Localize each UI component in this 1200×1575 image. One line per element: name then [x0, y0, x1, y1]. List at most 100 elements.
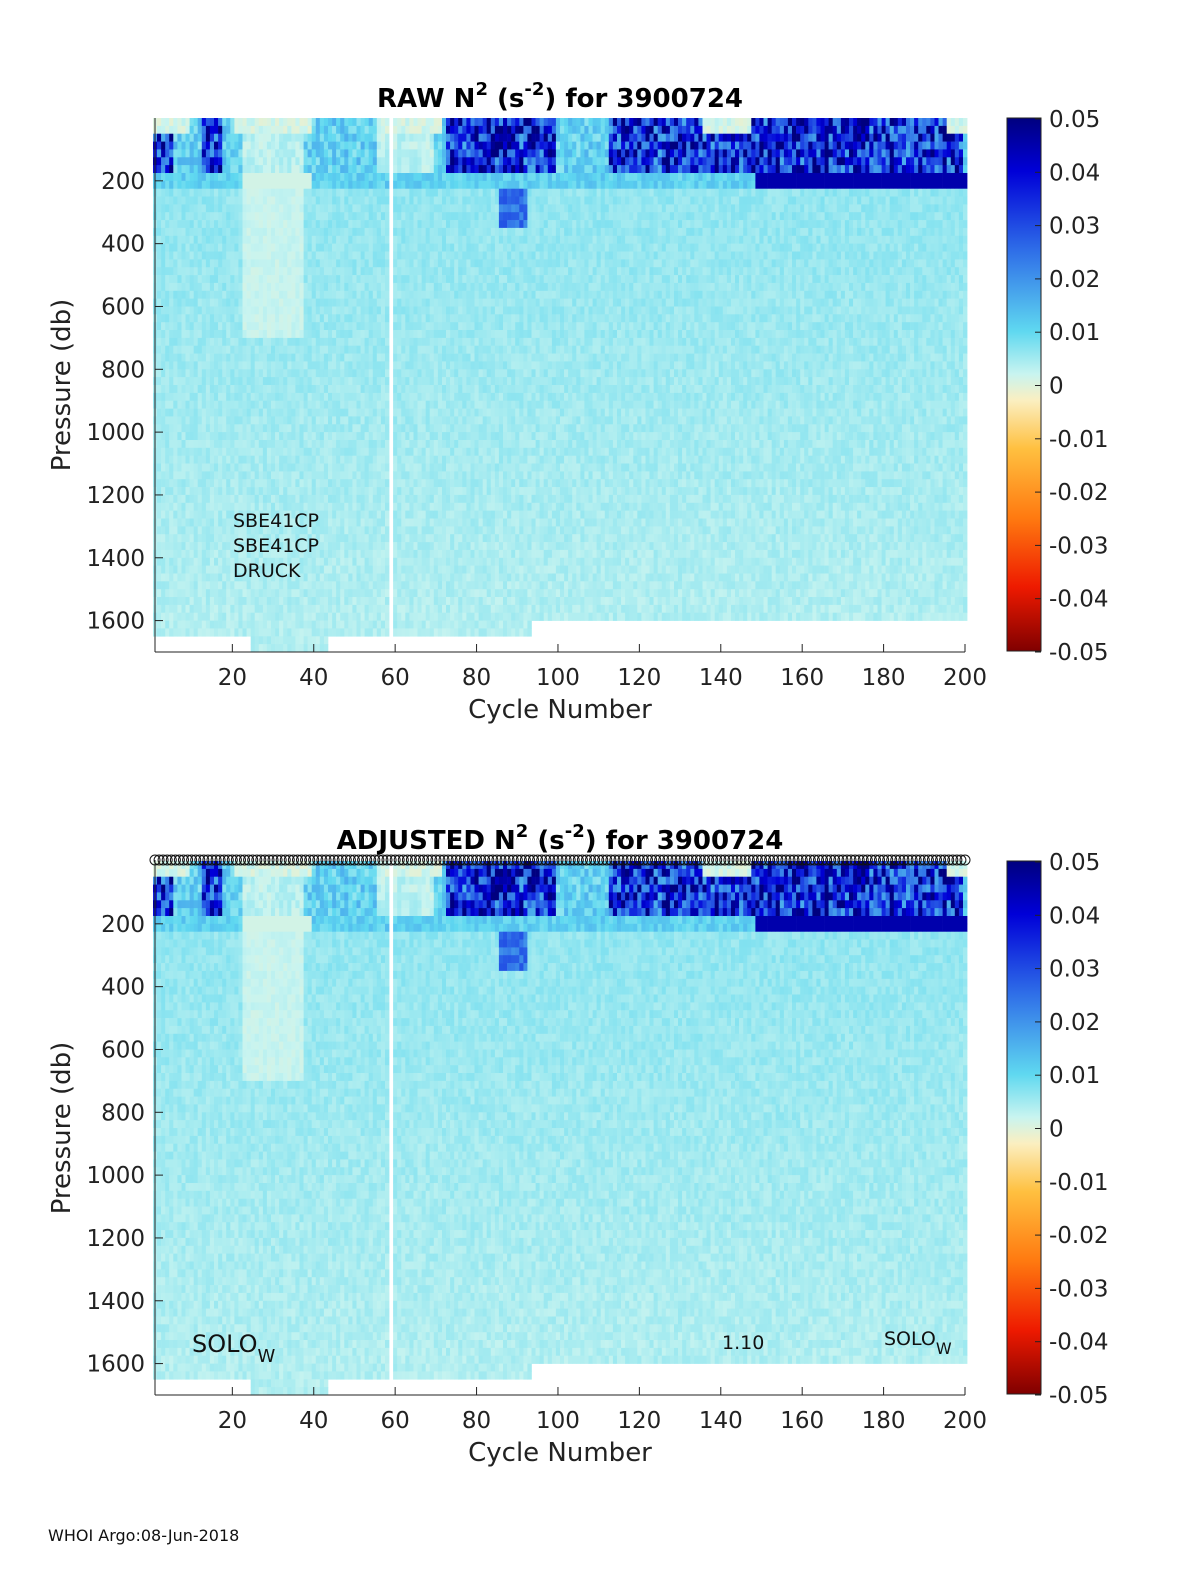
heatmap-cell	[271, 188, 276, 197]
heatmap-cell	[319, 353, 325, 362]
heatmap-cell	[250, 361, 256, 370]
heatmap-cell	[161, 432, 166, 441]
heatmap-cell	[446, 534, 451, 543]
heatmap-cell	[356, 173, 361, 182]
heatmap-cell	[266, 149, 272, 158]
heatmap-cell	[177, 369, 182, 378]
heatmap-cell	[307, 549, 312, 559]
heatmap-cell	[230, 204, 235, 213]
heatmap-cell	[214, 243, 219, 252]
heatmap-cell	[437, 589, 443, 598]
heatmap-cell	[287, 620, 292, 629]
heatmap-cell	[344, 212, 349, 221]
heatmap-cell	[262, 463, 268, 472]
heatmap-cell	[299, 463, 304, 472]
heatmap-cell	[328, 345, 333, 354]
heatmap-cell	[205, 534, 211, 543]
heatmap-cell	[425, 479, 431, 488]
heatmap-cell	[234, 416, 239, 425]
heatmap-cell	[437, 173, 443, 182]
heatmap-cell	[397, 314, 402, 323]
heatmap-cell	[295, 165, 300, 174]
heatmap-cell	[413, 581, 418, 590]
heatmap-cell	[332, 408, 337, 417]
heatmap-cell	[458, 526, 463, 535]
heatmap-cell	[344, 118, 349, 127]
heatmap-cell	[238, 573, 243, 582]
heatmap-cell	[336, 330, 341, 339]
heatmap-cell	[193, 581, 199, 590]
heatmap-cell	[226, 534, 231, 543]
heatmap-cell	[271, 447, 276, 456]
heatmap-cell	[409, 235, 414, 244]
heatmap-cell	[201, 385, 207, 394]
heatmap-cell	[348, 628, 353, 637]
heatmap-cell	[336, 447, 341, 456]
heatmap-cell	[299, 471, 304, 480]
heatmap-cell	[218, 149, 223, 158]
heatmap-cell	[209, 502, 215, 511]
heatmap-cell	[454, 565, 459, 574]
heatmap-cell	[262, 471, 268, 480]
heatmap-cell	[348, 416, 353, 425]
heatmap-cell	[242, 306, 247, 315]
heatmap-cell	[450, 322, 455, 331]
heatmap-cell	[446, 502, 451, 511]
heatmap-cell	[437, 314, 443, 323]
heatmap-cell	[352, 557, 357, 566]
heatmap-cell	[258, 400, 264, 409]
heatmap-cell	[364, 620, 369, 629]
heatmap-cell	[238, 227, 243, 237]
heatmap-cell	[205, 345, 211, 354]
heatmap-cell	[161, 125, 166, 135]
heatmap-cell	[433, 589, 439, 598]
heatmap-cell	[340, 306, 345, 315]
heatmap-cell	[181, 235, 186, 244]
heatmap-cell	[352, 408, 357, 417]
heatmap-cell	[242, 526, 247, 535]
heatmap-cell	[234, 180, 239, 189]
heatmap-cell	[295, 542, 300, 551]
heatmap-cell	[230, 502, 235, 511]
heatmap-cell	[209, 612, 215, 621]
heatmap-cell	[209, 440, 215, 449]
heatmap-cell	[450, 337, 455, 347]
heatmap-cell	[409, 133, 414, 142]
heatmap-cell	[360, 133, 365, 142]
heatmap-cell	[262, 628, 268, 637]
heatmap-cell	[165, 157, 170, 166]
heatmap-cell	[433, 267, 439, 276]
heatmap-cell	[250, 518, 256, 527]
heatmap-cell	[364, 400, 369, 409]
heatmap-cell	[266, 424, 272, 433]
heatmap-cell	[258, 424, 264, 433]
heatmap-cell	[271, 259, 276, 268]
heatmap-cell	[161, 377, 166, 386]
heatmap-cell	[250, 385, 256, 394]
heatmap-cell	[242, 337, 247, 347]
heatmap-cell	[201, 463, 207, 472]
heatmap-cell	[360, 432, 365, 441]
heatmap-cell	[364, 275, 369, 284]
heatmap-cell	[332, 385, 337, 394]
heatmap-cell	[405, 542, 410, 551]
heatmap-cell	[295, 149, 300, 158]
heatmap-cell	[425, 133, 431, 142]
heatmap-cell	[393, 330, 398, 339]
heatmap-cell	[328, 494, 333, 504]
heatmap-cell	[421, 227, 426, 237]
heatmap-cell	[222, 243, 227, 252]
heatmap-cell	[283, 471, 288, 480]
heatmap-cell	[250, 173, 256, 182]
heatmap-cell	[254, 620, 260, 629]
heatmap-cell	[442, 196, 447, 205]
heatmap-cell	[266, 557, 272, 566]
heatmap-cell	[238, 440, 243, 449]
heatmap-cell	[458, 298, 463, 307]
heatmap-cell	[311, 463, 317, 472]
heatmap-cell	[303, 259, 308, 268]
heatmap-cell	[169, 133, 174, 142]
heatmap-cell	[295, 424, 300, 433]
heatmap-cell	[222, 549, 227, 559]
heatmap-cell	[364, 542, 369, 551]
